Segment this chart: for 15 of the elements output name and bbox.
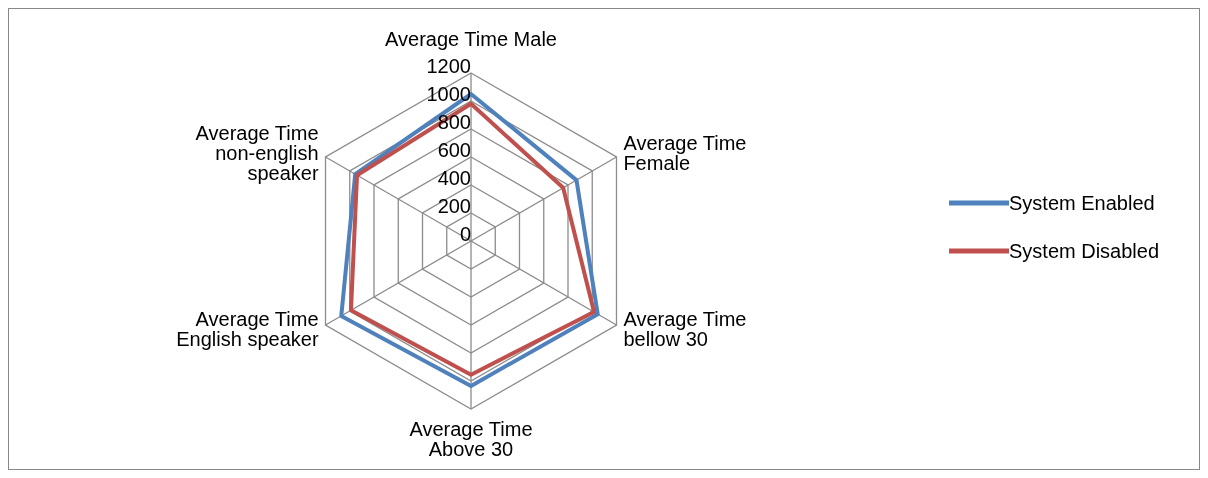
y-tick-label: 800 (437, 111, 471, 133)
legend-label: System Enabled (1009, 191, 1155, 215)
y-tick-label: 400 (437, 167, 471, 189)
spoke-label: Average Time Female (623, 132, 747, 175)
spoke-label: Average Time non-english speaker (195, 122, 319, 185)
y-tick-label: 0 (459, 223, 471, 245)
y-tick-label: 200 (437, 195, 471, 217)
spoke-label: Average Time English speaker (176, 308, 319, 351)
y-tick-label: 600 (437, 139, 471, 161)
legend-label: System Disabled (1009, 239, 1160, 263)
spoke-label: Average Time Male (385, 28, 557, 51)
spoke-label: Average Time Above 30 (409, 418, 533, 461)
y-tick-label: 1200 (426, 55, 471, 77)
y-tick-label: 1000 (426, 83, 471, 105)
spoke-label: Average Time bellow 30 (623, 308, 747, 351)
